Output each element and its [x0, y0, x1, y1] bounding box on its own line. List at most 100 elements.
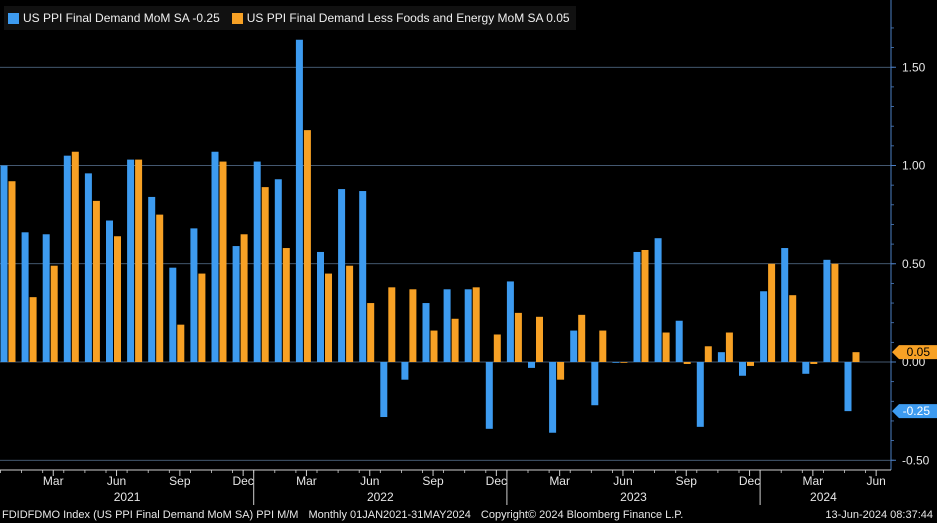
x-month-label: Sep — [422, 474, 444, 488]
bar-core-ppi — [282, 248, 290, 362]
bar-ppi — [528, 362, 535, 368]
bar-ppi — [802, 362, 810, 374]
x-month-label: Sep — [169, 474, 191, 488]
bar-core-ppi — [388, 287, 396, 362]
bar-core-ppi — [430, 330, 438, 362]
legend-swatch-core-ppi — [231, 12, 243, 24]
bar-core-ppi — [557, 362, 565, 380]
x-year-label: 2023 — [620, 490, 647, 504]
bar-core-ppi — [50, 265, 58, 362]
bar-ppi — [549, 362, 557, 433]
bar-core-ppi — [114, 236, 121, 362]
x-month-label: Mar — [549, 474, 570, 488]
bar-ppi — [612, 362, 620, 363]
bar-core-ppi — [261, 187, 269, 362]
x-month-label: Dec — [232, 474, 253, 488]
bar-ppi — [42, 234, 50, 362]
bar-core-ppi — [683, 362, 691, 364]
bar-ppi — [675, 320, 683, 362]
legend-label-ppi: US PPI Final Demand MoM SA -0.25 — [23, 11, 220, 25]
bar-ppi — [63, 155, 71, 362]
bar-core-ppi — [641, 249, 649, 362]
bar-ppi — [148, 196, 156, 362]
bar-ppi — [359, 191, 367, 362]
bar-core-ppi — [71, 151, 79, 362]
last-value-tags: 0.05 -0.25 — [892, 345, 937, 419]
x-year-label: 2021 — [114, 490, 141, 504]
bar-core-ppi — [662, 332, 670, 362]
y-tick-label: 0.50 — [902, 257, 926, 271]
y-axis: 1.501.000.500.00-0.50 — [890, 0, 930, 470]
bar-core-ppi — [620, 362, 628, 363]
x-month-label: Jun — [613, 474, 632, 488]
footer-ticker: FDIDFDMO Index (US PPI Final Demand MoM … — [2, 508, 299, 521]
bar-ppi — [570, 330, 578, 362]
x-month-label: Mar — [43, 474, 64, 488]
legend-swatch-ppi — [8, 12, 19, 24]
x-month-label: Sep — [676, 474, 698, 488]
legend-item-core-ppi[interactable]: US PPI Final Demand Less Foods and Energ… — [231, 11, 570, 25]
bar-ppi — [84, 173, 92, 362]
bar-ppi — [21, 232, 29, 362]
bar-core-ppi — [747, 362, 754, 366]
bar-core-ppi — [92, 200, 100, 362]
x-year-label: 2022 — [367, 490, 394, 504]
y-tick-label: 1.00 — [902, 159, 926, 173]
bar-ppi — [739, 362, 746, 376]
bar-core-ppi — [725, 332, 733, 362]
bar-ppi — [380, 362, 388, 418]
bar-ppi — [823, 259, 831, 362]
bar-ppi — [464, 289, 472, 362]
bar-core-ppi — [177, 324, 185, 362]
bar-ppi — [401, 362, 409, 380]
bar-core-ppi — [768, 263, 776, 362]
legend-item-ppi[interactable]: US PPI Final Demand MoM SA -0.25 — [8, 11, 220, 25]
bar-core-ppi — [29, 297, 37, 362]
bar-core-ppi — [303, 130, 311, 362]
bar-ppi — [760, 291, 768, 362]
bar-core-ppi — [135, 159, 143, 362]
x-month-label: Jun — [360, 474, 379, 488]
bar-core-ppi — [451, 318, 459, 362]
x-month-label: Mar — [296, 474, 317, 488]
bar-ppi — [190, 228, 198, 362]
bar-core-ppi — [240, 234, 248, 362]
bar-ppi — [443, 289, 451, 362]
x-month-label: Mar — [803, 474, 824, 488]
bar-ppi — [295, 39, 303, 363]
legend-label-core-ppi: US PPI Final Demand Less Foods and Energ… — [246, 11, 570, 25]
bar-core-ppi — [367, 303, 375, 362]
bar-core-ppi — [704, 346, 712, 362]
footer-date: 13-Jun-2024 08:37:44 — [825, 508, 933, 521]
footer-copyright: Copyright© 2024 Bloomberg Finance L.P. — [480, 508, 684, 521]
bar-ppi — [232, 246, 240, 362]
bar-core-ppi — [578, 314, 586, 362]
bar-ppi — [0, 165, 8, 362]
bar-core-ppi — [346, 265, 354, 362]
bar-core-ppi — [198, 273, 206, 362]
legend: US PPI Final Demand MoM SA -0.25 US PPI … — [4, 6, 576, 30]
bar-ppi — [696, 362, 704, 427]
last-value-tag — [892, 404, 937, 419]
bars — [0, 39, 860, 433]
bar-ppi — [274, 179, 282, 362]
x-month-label: Dec — [486, 474, 507, 488]
bar-ppi — [169, 267, 177, 362]
bar-core-ppi — [789, 295, 797, 362]
x-month-label: Dec — [739, 474, 760, 488]
bar-ppi — [717, 352, 725, 362]
x-year-label: 2024 — [810, 490, 837, 504]
bar-core-ppi — [852, 352, 860, 362]
bar-core-ppi — [599, 330, 607, 362]
bar-ppi — [317, 251, 324, 362]
last-value-tag-label: 0.05 — [907, 345, 931, 359]
bar-core-ppi — [409, 289, 417, 362]
footer-range: Monthly 01JAN2021-31MAY2024 — [308, 508, 471, 521]
bar-core-ppi — [156, 214, 164, 362]
x-month-label: Jun — [107, 474, 126, 488]
bar-core-ppi — [493, 334, 501, 362]
y-tick-label: 1.50 — [902, 60, 926, 74]
bar-ppi — [781, 248, 789, 362]
bar-core-ppi — [325, 273, 332, 362]
